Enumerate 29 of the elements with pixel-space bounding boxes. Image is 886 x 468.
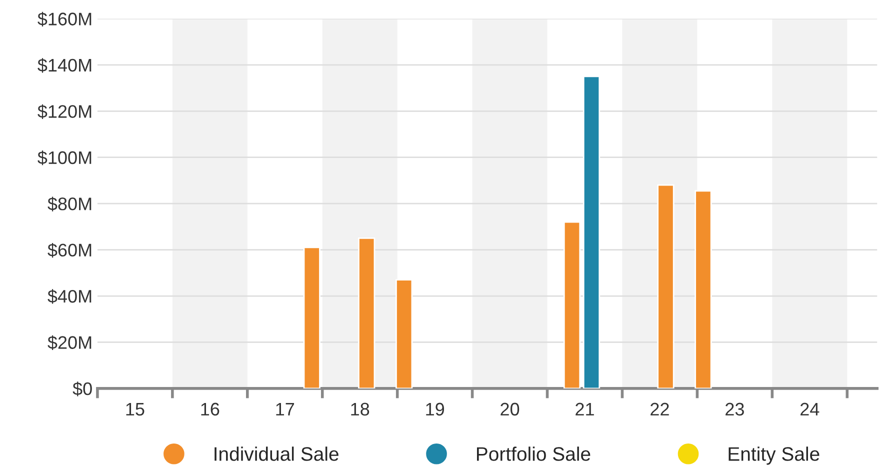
bar [563,221,581,388]
y-tick-label: $20M [48,335,92,350]
x-tick-label: 20 [500,402,520,416]
bar [694,190,712,388]
y-tick-label: $80M [48,196,92,212]
bar [582,76,600,388]
x-tick-label: 23 [726,402,744,416]
y-tick-label: $60M [48,242,92,258]
y-tick-label: $160M [38,12,92,27]
x-tick-label: 22 [650,402,669,416]
y-tick-label: $140M [38,58,92,73]
bar [396,279,413,388]
x-tick-label: 21 [576,402,594,416]
x-tick-label: 19 [426,402,444,416]
y-tick-label: $120M [38,104,92,119]
bar [303,246,320,388]
bar [657,184,674,388]
x-tick-label: 24 [800,402,820,416]
bar [358,238,376,388]
x-tick-label: 17 [276,402,294,416]
x-tick-label: 15 [126,402,144,416]
legend-label: Entity Sale [728,446,820,465]
legend-label: Portfolio Sale [477,446,590,461]
x-tick-label: 16 [201,402,220,416]
legend-label: Individual Sale [214,446,338,461]
y-tick-label: $100M [38,150,92,166]
x-tick-label: 18 [351,402,370,416]
y-tick-label: $40M [48,289,92,304]
y-tick-label: $0 [72,382,92,396]
